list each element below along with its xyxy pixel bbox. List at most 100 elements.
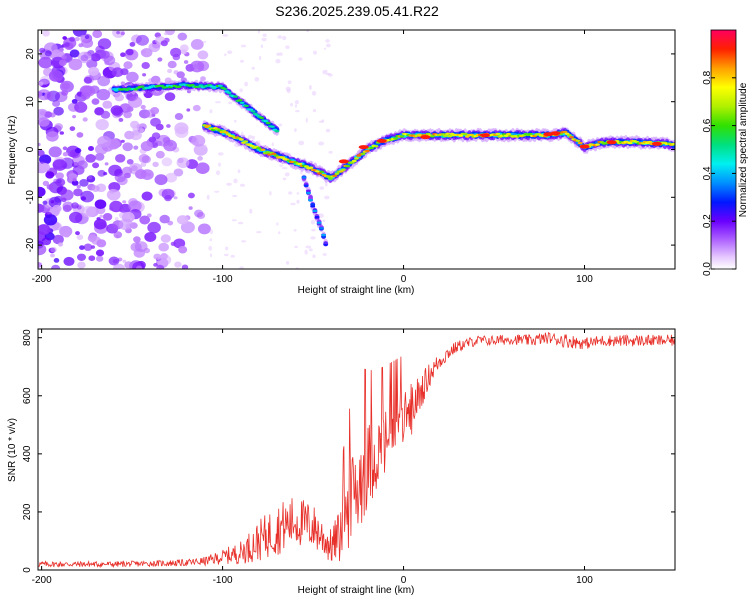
spectrogram-noise-blob bbox=[328, 73, 333, 77]
spectrogram-ridge-cell bbox=[259, 116, 265, 120]
spectrogram-noise-blob bbox=[38, 224, 51, 235]
spectrogram-noise-blob bbox=[64, 42, 70, 47]
spectrogram-noise-blob bbox=[52, 204, 62, 213]
spectrogram-ridge-cell bbox=[202, 124, 207, 127]
spectrogram-noise-blob bbox=[42, 30, 50, 37]
spectrogram-noise-blob bbox=[74, 147, 82, 154]
spectrogram-noise-blob bbox=[52, 222, 62, 231]
spectrogram-noise-blob bbox=[124, 172, 131, 179]
spectrogram-ridge-cell bbox=[328, 177, 333, 180]
spectrogram-noise-blob bbox=[164, 32, 168, 36]
colorbar-tick-label: 0.2 bbox=[702, 214, 713, 228]
spectrogram-noise-blob bbox=[285, 45, 290, 49]
spectrogram-noise-blob bbox=[48, 70, 64, 82]
spectrogram-noise-blob bbox=[139, 215, 151, 225]
spectrogram-ridge-cell bbox=[575, 139, 581, 142]
spectrogram-noise-blob bbox=[173, 238, 186, 249]
spectrogram-noise-blob bbox=[123, 111, 132, 119]
spectrogram-noise-blob bbox=[167, 220, 174, 226]
spectrogram-ridge-cell bbox=[325, 175, 331, 178]
spectrogram-noise-blob bbox=[52, 159, 67, 171]
spectrogram-noise-blob bbox=[322, 70, 325, 75]
spectrogram-ridge-cell bbox=[647, 140, 653, 144]
spectrogram-noise-blob bbox=[282, 35, 287, 41]
spectrogram-noise-blob bbox=[62, 146, 68, 151]
spectrogram-noise-blob bbox=[155, 123, 164, 131]
spectrogram-ridge-cell bbox=[443, 134, 448, 137]
spectrogram-noise-blob bbox=[113, 231, 123, 239]
spectrogram-noise-blob bbox=[192, 104, 201, 112]
x-tick-label: 100 bbox=[576, 575, 593, 586]
spectrogram-noise-blob bbox=[209, 253, 213, 257]
spectrogram-noise-blob bbox=[155, 150, 165, 159]
snr-panel: -200 -100 0 100 0 200 400 600 800 Height of str… bbox=[7, 328, 676, 596]
spectrogram-noise-blob bbox=[94, 199, 107, 209]
spectrogram-noise-blob bbox=[45, 171, 55, 179]
spectrogram-noise-blob bbox=[128, 163, 143, 175]
spectrogram-noise-blob bbox=[322, 219, 326, 223]
spectrogram-noise-blob bbox=[282, 177, 287, 181]
spectrogram-ridge-cell bbox=[312, 209, 318, 213]
spectrogram-noise-blob bbox=[277, 35, 283, 39]
spectrogram-noise-blob bbox=[38, 117, 50, 127]
spectrogram-ridge-cell bbox=[176, 85, 182, 88]
spectrogram-noise-blob bbox=[310, 219, 316, 225]
x-tick-label: -200 bbox=[32, 575, 52, 586]
spectrogram-noise-blob bbox=[136, 123, 143, 130]
spectrogram-noise-blob bbox=[177, 32, 188, 41]
spectrogram-noise-blob bbox=[69, 49, 80, 58]
spectrogram-noise-blob bbox=[251, 135, 255, 140]
spectrogram-noise-blob bbox=[239, 183, 246, 187]
spectrogram-ridge-cell bbox=[248, 108, 254, 111]
spectrogram-noise-blob bbox=[288, 191, 293, 195]
spectrogram-noise-blob bbox=[87, 234, 97, 242]
spectrogram-noise-blob bbox=[58, 242, 63, 247]
spectrogram-noise-blob bbox=[249, 208, 253, 214]
spectrogram-noise-blob bbox=[76, 234, 84, 240]
spectrogram-noise-blob bbox=[231, 219, 237, 222]
spectrogram-noise-blob bbox=[79, 179, 89, 187]
spectrogram-noise-blob bbox=[74, 37, 80, 42]
spectrogram-noise-blob bbox=[215, 101, 221, 104]
spectrogram-noise-blob bbox=[180, 49, 187, 55]
spectrogram-noise-blob bbox=[38, 186, 46, 197]
spectrogram-noise-blob bbox=[206, 194, 210, 200]
spectrogram-noise-blob bbox=[152, 161, 159, 168]
spectrogram-noise-blob bbox=[192, 63, 199, 69]
spectrogram-noise-blob bbox=[167, 60, 177, 69]
spectrogram-noise-blob bbox=[141, 191, 153, 201]
snr-x-axis: -200 -100 0 100 bbox=[32, 329, 593, 586]
spectrogram-noise-blob bbox=[255, 231, 262, 234]
spectrogram-noise-blob bbox=[240, 59, 244, 63]
spectrogram-ridge-cell bbox=[323, 243, 329, 246]
spectrogram-ridge-cell bbox=[265, 151, 270, 154]
spectrogram-noise-blob bbox=[71, 99, 78, 104]
spectrogram-noise-blobs bbox=[38, 30, 333, 269]
spectrogram-noise-blob bbox=[42, 200, 48, 205]
spectrogram-noise-blob bbox=[178, 245, 188, 254]
spectrogram-noise-blob bbox=[176, 71, 185, 79]
spectrogram-ridge-cell bbox=[334, 172, 340, 175]
spectrogram-noise-blob bbox=[92, 162, 100, 169]
spectrogram-noise-blob bbox=[61, 82, 71, 90]
spectrogram-noise-blob bbox=[191, 135, 206, 147]
snr-x-label: Height of straight line (km) bbox=[298, 585, 415, 596]
spectrogram-noise-blob bbox=[186, 108, 191, 112]
spectrogram-noise-blob bbox=[197, 156, 203, 161]
spectrogram-noise-blob bbox=[38, 149, 45, 157]
spectrogram-noise-blob bbox=[310, 236, 316, 240]
spectrogram-noise-blob bbox=[194, 209, 204, 218]
spectrogram-noise-blob bbox=[232, 194, 238, 198]
spectrogram-noise-blob bbox=[106, 189, 121, 201]
snr-y-label: SNR (10 * v/v) bbox=[7, 418, 18, 482]
spectrogram-noise-blob bbox=[296, 192, 300, 195]
spectrogram-noise-blob bbox=[123, 61, 133, 69]
spectrogram-noise-blob bbox=[50, 253, 55, 258]
spectrogram-noise-blob bbox=[97, 75, 111, 87]
spectrogram-noise-blob bbox=[259, 55, 262, 61]
spectrogram-ridge-cell bbox=[239, 138, 244, 141]
spectrogram-ridge-cell bbox=[569, 136, 574, 139]
spectrogram-noise-blob bbox=[240, 240, 247, 243]
spectrogram-noise-blob bbox=[38, 262, 43, 268]
